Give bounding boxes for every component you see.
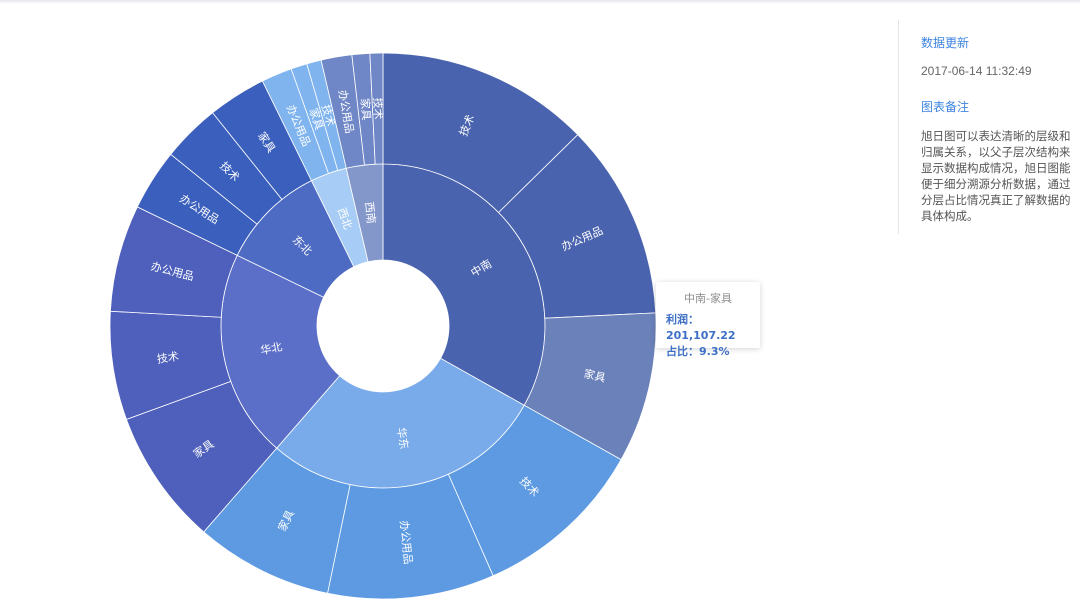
update-label: 数据更新 xyxy=(921,36,970,50)
tooltip-profit-value: 201,107.22 xyxy=(666,329,736,342)
update-time: 2017-06-14 11:32:49 xyxy=(921,64,1032,78)
top-shadow xyxy=(0,0,1080,4)
category-segment-5-2[interactable] xyxy=(369,52,384,165)
tooltip-share-label: 占比： xyxy=(666,345,699,358)
sunburst-chart: 中南技术办公用品家具华东技术办公用品家具华北家具技术办公用品东北办公用品技术家具… xyxy=(109,52,657,600)
category-label-1-1: 办公用品 xyxy=(397,520,415,565)
region-label-2: 华北 xyxy=(259,339,283,357)
category-label-4-1: 家具 xyxy=(306,106,326,131)
category-label-4-2: 技术 xyxy=(319,103,337,128)
chart-info-panel: 数据更新 2017-06-14 11:32:49 图表备注 旭日图可以表达清晰的… xyxy=(898,20,1080,234)
tooltip-profit-row: 利润： 201,107.22 xyxy=(666,312,760,344)
note-label: 图表备注 xyxy=(921,100,970,114)
tooltip-profit-label: 利润： xyxy=(666,313,699,326)
tooltip-share-row: 占比：9.3% xyxy=(666,344,760,360)
sunburst-chart-area: 中南 技术 办公用品 家具 华东 技术 办公用品 家具 华北 家具 技术 办公用品 东北 办公用品 技术 家具… xyxy=(109,52,760,600)
region-label-5: 西南 xyxy=(362,201,377,224)
tooltip-title: 中南-家具 xyxy=(684,292,732,305)
tooltip-share-value: 9.3% xyxy=(699,345,730,358)
category-label-5-1: 家具 xyxy=(358,98,374,121)
chart-tooltip: 中南-家具 利润： 201,107.22 占比：9.3% xyxy=(656,282,760,358)
category-label-5-2: 技术 xyxy=(371,97,385,119)
note-text: 旭日图可以表达清晰的层级和归属关系，以父子层次结构来显示数据构成情况，旭日图能便… xyxy=(921,129,1071,223)
category-label-2-1: 技术 xyxy=(156,350,180,366)
category-label-0-2: 家具 xyxy=(582,366,607,385)
region-label-1: 华东 xyxy=(394,426,412,450)
